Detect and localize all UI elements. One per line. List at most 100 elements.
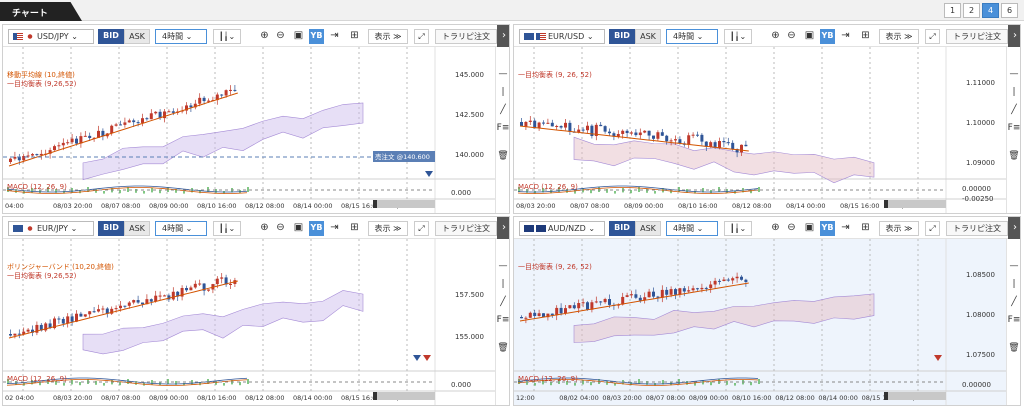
zoom-out-icon[interactable]: ⊖: [787, 30, 796, 41]
vertical-line-icon[interactable]: |: [501, 279, 505, 289]
ask-button[interactable]: ASK: [635, 29, 661, 44]
layout-4-button[interactable]: 4: [982, 3, 999, 18]
trade-order-button[interactable]: トラリピ注文: [946, 221, 1008, 236]
candle-body: [224, 90, 228, 96]
expand-icon[interactable]: ⤢: [414, 29, 429, 44]
trade-order-button[interactable]: トラリピ注文: [946, 29, 1008, 44]
display-menu-button[interactable]: 表示 ≫: [368, 221, 408, 236]
layout-2-button[interactable]: 2: [963, 3, 980, 18]
bid-button[interactable]: BID: [609, 221, 635, 236]
candle-body: [92, 311, 96, 313]
chart-type-select[interactable]: ┃╽⌄: [213, 29, 241, 44]
fit-screen-icon[interactable]: ▣: [293, 30, 304, 41]
trash-icon[interactable]: 🗑: [497, 151, 509, 161]
trend-line-icon[interactable]: ╱: [500, 297, 506, 307]
vertical-line-icon[interactable]: |: [501, 87, 505, 97]
horizontal-line-icon[interactable]: —: [1009, 69, 1019, 79]
y-scale-toggle-icon[interactable]: YB: [309, 221, 324, 236]
price-chart[interactable]: 一目均衡表 (9, 26, 52) MACD (12, 26, 9) 1.11000…: [514, 47, 1008, 214]
candle-body: [709, 284, 713, 289]
expand-icon[interactable]: ⤢: [925, 221, 940, 236]
add-indicator-icon[interactable]: ⊞: [861, 30, 870, 41]
price-chart[interactable]: ボリンジャーバンド (10,20,終値)一目均衡表 (9,26,52) MACD …: [3, 239, 497, 406]
trade-order-button[interactable]: トラリピ注文: [435, 29, 497, 44]
chart-type-select[interactable]: ┃╽⌄: [213, 221, 241, 236]
chart-title-tab[interactable]: チャート: [0, 2, 82, 21]
horizontal-line-icon[interactable]: —: [498, 261, 508, 271]
display-menu-button[interactable]: 表示 ≫: [879, 221, 919, 236]
y-scale-toggle-icon[interactable]: YB: [820, 221, 835, 236]
timeframe-select[interactable]: 4時間 ⌄: [155, 221, 207, 236]
jump-latest-icon[interactable]: ⇥: [330, 222, 339, 233]
chart-type-select[interactable]: ┃╽⌄: [724, 221, 752, 236]
ask-button[interactable]: ASK: [124, 29, 150, 44]
fibonacci-icon[interactable]: F≡: [1007, 315, 1021, 325]
bid-button[interactable]: BID: [98, 29, 124, 44]
fibonacci-icon[interactable]: F≡: [1007, 123, 1021, 133]
pair-selector[interactable]: AUD/NZD ⌄: [519, 221, 605, 236]
ask-button[interactable]: ASK: [124, 221, 150, 236]
chevron-right-icon[interactable]: ›: [497, 25, 509, 47]
candle-body: [722, 279, 726, 281]
zoom-in-icon[interactable]: ⊕: [771, 30, 780, 41]
price-chart[interactable]: 一目均衡表 (9, 26, 52) MACD (12, 26, 9) 1.08500…: [514, 239, 1008, 406]
trend-line-icon[interactable]: ╱: [500, 105, 506, 115]
zoom-in-icon[interactable]: ⊕: [260, 222, 269, 233]
pair-selector[interactable]: EUR/JPY ⌄: [8, 221, 94, 236]
expand-icon[interactable]: ⤢: [925, 29, 940, 44]
macd-histogram-bar: [215, 189, 217, 193]
y-scale-toggle-icon[interactable]: YB: [309, 29, 324, 44]
jump-latest-icon[interactable]: ⇥: [330, 30, 339, 41]
display-menu-button[interactable]: 表示 ≫: [879, 29, 919, 44]
horizontal-line-icon[interactable]: —: [1009, 261, 1019, 271]
expand-icon[interactable]: ⤢: [414, 221, 429, 236]
layout-6-button[interactable]: 6: [1001, 3, 1018, 18]
timeframe-select[interactable]: 4時間 ⌄: [666, 221, 718, 236]
trend-line-icon[interactable]: ╱: [1011, 105, 1017, 115]
jump-latest-icon[interactable]: ⇥: [841, 30, 850, 41]
jump-latest-icon[interactable]: ⇥: [841, 222, 850, 233]
candle-body: [652, 291, 655, 297]
candle-body: [643, 130, 647, 133]
pair-selector[interactable]: EUR/USD ⌄: [519, 29, 605, 44]
y-scale-toggle-icon[interactable]: YB: [820, 29, 835, 44]
add-indicator-icon[interactable]: ⊞: [350, 30, 359, 41]
jp-flag-icon: [25, 225, 35, 232]
vertical-line-icon[interactable]: |: [1012, 87, 1016, 97]
display-menu-button[interactable]: 表示 ≫: [368, 29, 408, 44]
zoom-out-icon[interactable]: ⊖: [276, 30, 285, 41]
chart-type-select[interactable]: ┃╽⌄: [724, 29, 752, 44]
timeframe-select[interactable]: 4時間 ⌄: [155, 29, 207, 44]
ask-button[interactable]: ASK: [635, 221, 661, 236]
trash-icon[interactable]: 🗑: [497, 343, 509, 353]
timeframe-select[interactable]: 4時間 ⌄: [666, 29, 718, 44]
add-indicator-icon[interactable]: ⊞: [861, 222, 870, 233]
fibonacci-icon[interactable]: F≡: [496, 315, 510, 325]
zoom-in-icon[interactable]: ⊕: [771, 222, 780, 233]
chevron-right-icon[interactable]: ›: [1008, 217, 1020, 239]
horizontal-line-icon[interactable]: —: [498, 69, 508, 79]
fibonacci-icon[interactable]: F≡: [496, 123, 510, 133]
add-indicator-icon[interactable]: ⊞: [350, 222, 359, 233]
trash-icon[interactable]: 🗑: [1008, 151, 1020, 161]
candle-body: [713, 280, 717, 285]
fit-screen-icon[interactable]: ▣: [804, 30, 815, 41]
trade-order-button[interactable]: トラリピ注文: [435, 221, 497, 236]
bid-button[interactable]: BID: [609, 29, 635, 44]
zoom-in-icon[interactable]: ⊕: [260, 30, 269, 41]
trash-icon[interactable]: 🗑: [1008, 343, 1020, 353]
bid-button[interactable]: BID: [98, 221, 124, 236]
trend-line-icon[interactable]: ╱: [1011, 297, 1017, 307]
price-chart[interactable]: 移動平均線 (10,終値)一目均衡表 (9,26,52) MACD (12, 26…: [3, 47, 497, 214]
chevron-right-icon[interactable]: ›: [497, 217, 509, 239]
pair-selector[interactable]: USD/JPY ⌄: [8, 29, 94, 44]
layout-1-button[interactable]: 1: [944, 3, 961, 18]
candle-body: [53, 146, 56, 151]
vertical-line-icon[interactable]: |: [1012, 279, 1016, 289]
zoom-out-icon[interactable]: ⊖: [787, 222, 796, 233]
fit-screen-icon[interactable]: ▣: [804, 222, 815, 233]
candle-body: [744, 279, 748, 282]
zoom-out-icon[interactable]: ⊖: [276, 222, 285, 233]
fit-screen-icon[interactable]: ▣: [293, 222, 304, 233]
chevron-right-icon[interactable]: ›: [1008, 25, 1020, 47]
